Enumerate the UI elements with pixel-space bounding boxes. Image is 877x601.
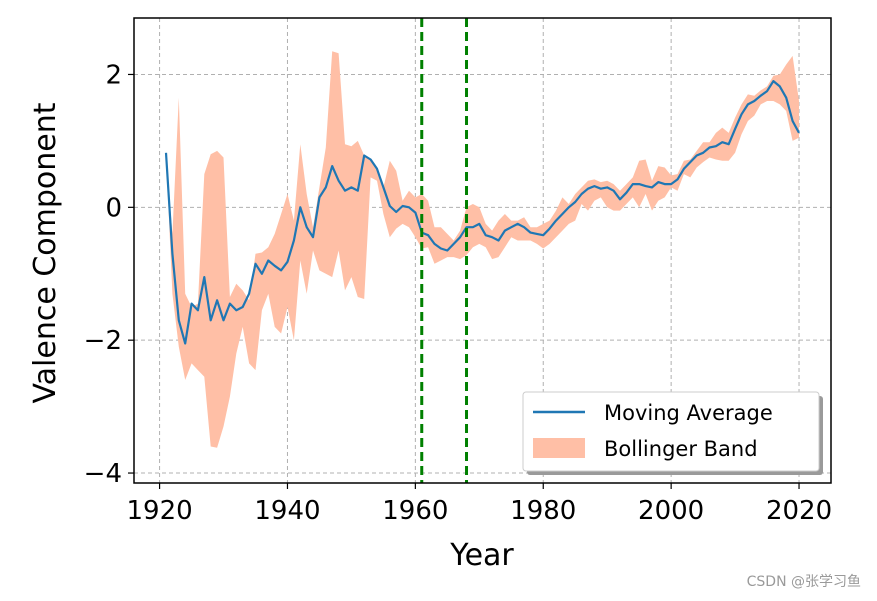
x-tick-label: 2000 — [638, 496, 704, 526]
watermark: CSDN @张学习鱼 — [746, 574, 861, 590]
bollinger-band-layer — [166, 51, 799, 448]
x-tick-label: 1940 — [254, 496, 320, 526]
x-tick-label: 1960 — [382, 496, 448, 526]
y-tick-label: 2 — [105, 60, 122, 90]
axis-ticks: 1920 1940 1960 1980 2000 2020 −4 −2 0 2 — [84, 60, 832, 526]
legend-label-bollinger-band: Bollinger Band — [604, 437, 758, 461]
y-tick-label: −2 — [84, 326, 122, 356]
legend-label-moving-average: Moving Average — [604, 401, 773, 425]
y-tick-label: −4 — [84, 459, 122, 489]
plot-frame — [133, 17, 832, 484]
x-tick-label: 2020 — [766, 496, 832, 526]
legend-box — [522, 391, 820, 472]
x-tick-label: 1920 — [126, 496, 192, 526]
bollinger-band-area — [166, 51, 799, 448]
x-axis-title: Year — [449, 538, 514, 573]
moving-average-layer — [164, 79, 800, 345]
y-axis-title: Valence Component — [28, 102, 63, 403]
vertical-markers — [420, 18, 469, 483]
x-tick-label: 1980 — [510, 496, 576, 526]
legend: Moving Average Bollinger Band — [522, 391, 823, 475]
moving-average-line — [164, 79, 800, 345]
y-tick-label: 0 — [105, 193, 122, 223]
legend-swatch-bollinger-band — [533, 438, 585, 458]
